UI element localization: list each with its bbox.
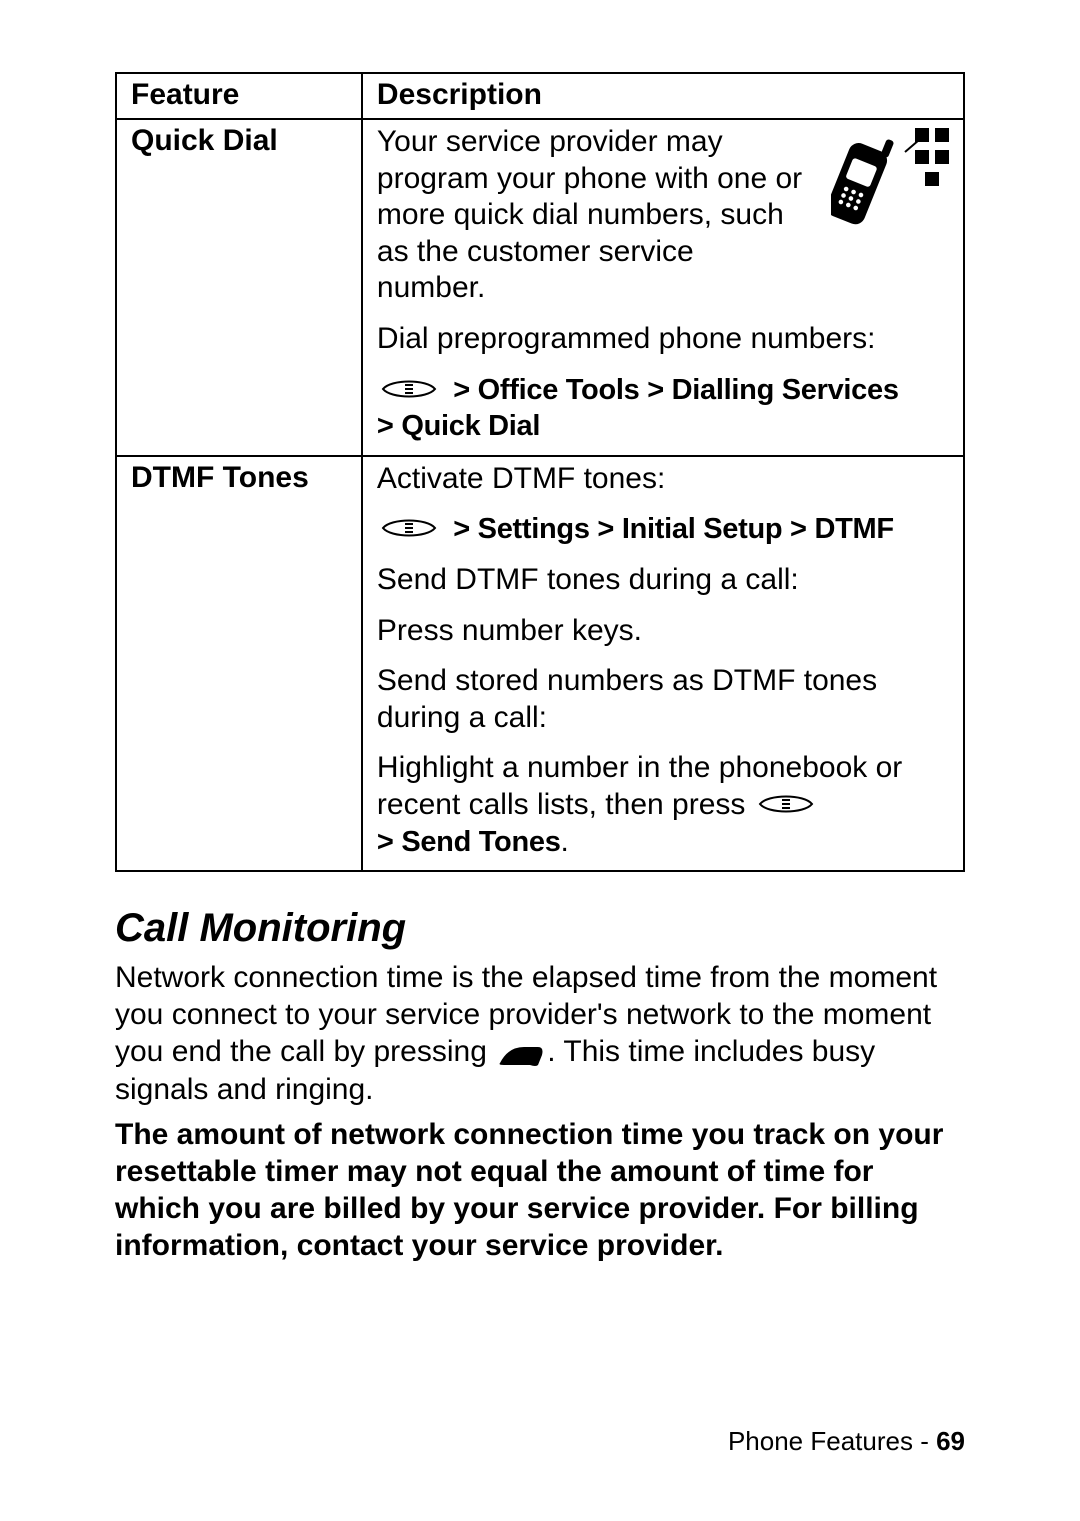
page: Feature Description Quick Dial Your serv… (0, 0, 1080, 1521)
feature-name-quick-dial: Quick Dial (131, 124, 349, 158)
menu-key-icon (756, 791, 816, 817)
table-row: DTMF Tones Activate DTMF tones: > (116, 456, 964, 871)
phone-signal-icon (831, 122, 951, 232)
page-footer: Phone Features - 69 (728, 1426, 965, 1457)
section-heading: Call Monitoring (115, 906, 965, 951)
quick-dial-line1: Dial preprogrammed phone numbers: (377, 321, 951, 358)
dtmf-line4: Send stored numbers as DTMF tones during… (377, 663, 951, 736)
menu-key-icon (379, 515, 439, 541)
table-row: Quick Dial Your service provider may pro… (116, 119, 964, 456)
footer-label: Phone Features (728, 1426, 913, 1456)
para-billing-note: The amount of network connection time yo… (115, 1116, 965, 1265)
menu-key-icon (379, 376, 439, 402)
dtmf-menu-path: > Settings > Initial Setup > DTMF (377, 511, 951, 548)
para-network-time: Network connection time is the elapsed t… (115, 959, 965, 1108)
page-number: 69 (936, 1426, 965, 1456)
header-description: Description (362, 73, 964, 119)
quick-dial-menu-path: > Office Tools > Dialling Services > Qui… (377, 372, 951, 445)
dtmf-line1: Activate DTMF tones: (377, 461, 951, 498)
dtmf-line5: Highlight a number in the phonebook or r… (377, 750, 951, 860)
dtmf-line3: Press number keys. (377, 613, 951, 650)
feature-name-dtmf: DTMF Tones (131, 461, 349, 495)
table-header-row: Feature Description (116, 73, 964, 119)
feature-table: Feature Description Quick Dial Your serv… (115, 72, 965, 872)
dtmf-line2: Send DTMF tones during a call: (377, 562, 951, 599)
end-key-icon (498, 1043, 544, 1067)
header-feature: Feature (116, 73, 362, 119)
